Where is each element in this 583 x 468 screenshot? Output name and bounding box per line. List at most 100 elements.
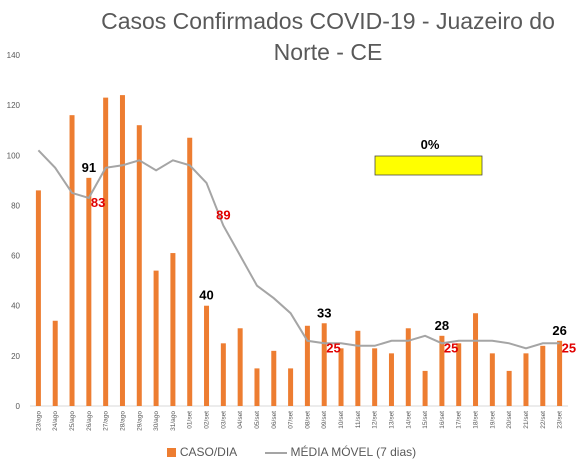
bar: [170, 253, 176, 406]
bar-series: [35, 95, 563, 407]
x-tick-label: 16/set: [439, 411, 446, 429]
x-tick-label: 08/set: [304, 411, 311, 429]
bar: [103, 97, 109, 406]
x-tick-label: 22/set: [540, 411, 547, 429]
legend-label-bars: CASO/DIA: [179, 444, 238, 459]
bar: [405, 328, 411, 406]
bar: [523, 353, 529, 406]
x-tick-label: 13/set: [388, 411, 395, 429]
bar: [52, 320, 58, 406]
x-tick-label: 01/set: [187, 411, 194, 429]
bar: [119, 95, 125, 406]
bar: [35, 190, 41, 406]
bar: [204, 305, 210, 406]
bar: [355, 330, 361, 406]
x-axis-ticks: 23/ago 24/ago 25/ago 26/ago 27/ago 28/ago 29/a…: [35, 411, 563, 431]
bar: [473, 313, 479, 406]
value-annotation: 25: [444, 340, 458, 355]
bar: [271, 350, 277, 406]
y-tick-label: 80: [11, 201, 20, 210]
y-tick-label: 40: [11, 302, 20, 311]
y-axis: 0 20 40 60 80 100 120 140: [7, 51, 21, 411]
x-tick-label: 03/set: [220, 411, 227, 429]
x-tick-label: 29/ago: [136, 411, 143, 431]
x-tick-label: 14/set: [405, 411, 412, 429]
legend-swatch-bars: [166, 448, 176, 458]
bar: [540, 345, 546, 406]
legend-item-line: MÉDIA MÓVEL (7 dias): [264, 444, 417, 459]
legend-item-bars: CASO/DIA: [166, 444, 238, 459]
value-annotation: 91: [82, 160, 96, 175]
y-tick-label: 0: [16, 402, 21, 411]
bar: [422, 370, 428, 406]
indicator-box: 0%: [374, 137, 483, 176]
x-tick-label: 24/ago: [52, 411, 59, 431]
x-tick-label: 26/ago: [86, 411, 93, 431]
y-tick-label: 140: [7, 51, 21, 60]
value-annotation: 28: [435, 318, 449, 333]
bar: [86, 177, 92, 406]
value-annotation: 25: [326, 340, 340, 355]
x-tick-label: 11/set: [355, 411, 362, 428]
bar: [439, 335, 445, 406]
bar: [237, 328, 243, 406]
x-tick-label: 31/ago: [170, 411, 177, 431]
x-tick-label: 25/ago: [69, 411, 76, 431]
value-annotation: 33: [317, 305, 331, 320]
bar: [153, 270, 159, 406]
legend-swatch-line: [264, 451, 287, 454]
value-annotation: 89: [216, 207, 230, 222]
indicator-rect: [374, 155, 483, 176]
x-tick-label: 12/set: [372, 411, 379, 429]
legend-label-line: MÉDIA MÓVEL (7 dias): [290, 444, 417, 459]
chart-title-line-1: Casos Confirmados COVID-19 - Juazeiro do: [101, 8, 555, 34]
bar: [136, 125, 142, 406]
x-tick-label: 17/set: [456, 411, 463, 429]
bar: [372, 348, 378, 406]
x-tick-label: 19/set: [489, 411, 496, 429]
bar: [338, 348, 344, 406]
bar: [288, 368, 294, 406]
x-tick-label: 04/set: [237, 411, 244, 429]
x-tick-label: 05/set: [254, 411, 261, 429]
bar: [304, 325, 310, 406]
bar: [557, 340, 563, 406]
x-tick-label: 10/set: [338, 411, 345, 429]
chart-area: 0 20 40 60 80 100 120 140 23/ago 24/ago 25/ago 26/…: [7, 51, 576, 431]
bar: [321, 323, 327, 406]
chart-title-line-2: Norte - CE: [273, 39, 383, 65]
x-tick-label: 27/ago: [103, 411, 110, 431]
bar: [69, 115, 75, 407]
indicator-label: 0%: [421, 137, 440, 152]
x-tick-label: 06/set: [271, 411, 278, 429]
x-tick-label: 28/ago: [119, 411, 126, 431]
bar: [489, 353, 495, 406]
x-tick-label: 23/set: [557, 411, 564, 429]
y-tick-label: 60: [11, 252, 20, 261]
x-tick-label: 30/ago: [153, 411, 160, 431]
bar: [187, 137, 193, 406]
legend: CASO/DIA MÉDIA MÓVEL (7 dias): [0, 444, 583, 459]
y-tick-label: 20: [11, 352, 20, 361]
x-tick-label: 21/set: [523, 411, 530, 429]
bar: [456, 343, 462, 406]
bar: [254, 368, 260, 406]
bar: [506, 370, 512, 406]
bar: [220, 343, 226, 406]
x-tick-label: 07/set: [288, 411, 295, 429]
x-tick-label: 09/set: [321, 411, 328, 429]
x-tick-label: 18/set: [473, 411, 480, 429]
y-tick-label: 120: [7, 101, 21, 110]
value-annotations: 91 83 89 40 33 25 28 25 26 25: [82, 160, 576, 355]
value-annotation: 26: [552, 323, 566, 338]
y-tick-label: 100: [7, 151, 21, 160]
bar: [388, 353, 394, 406]
value-annotation: 83: [91, 195, 105, 210]
value-annotation: 40: [199, 288, 213, 303]
x-tick-label: 15/set: [422, 411, 429, 429]
moving-average-line: [37, 149, 560, 350]
chart-title: Casos Confirmados COVID-19 - Juazeiro do…: [88, 6, 568, 68]
x-tick-label: 20/set: [506, 411, 513, 429]
value-annotation: 25: [562, 340, 576, 355]
x-tick-label: 23/ago: [35, 411, 42, 431]
